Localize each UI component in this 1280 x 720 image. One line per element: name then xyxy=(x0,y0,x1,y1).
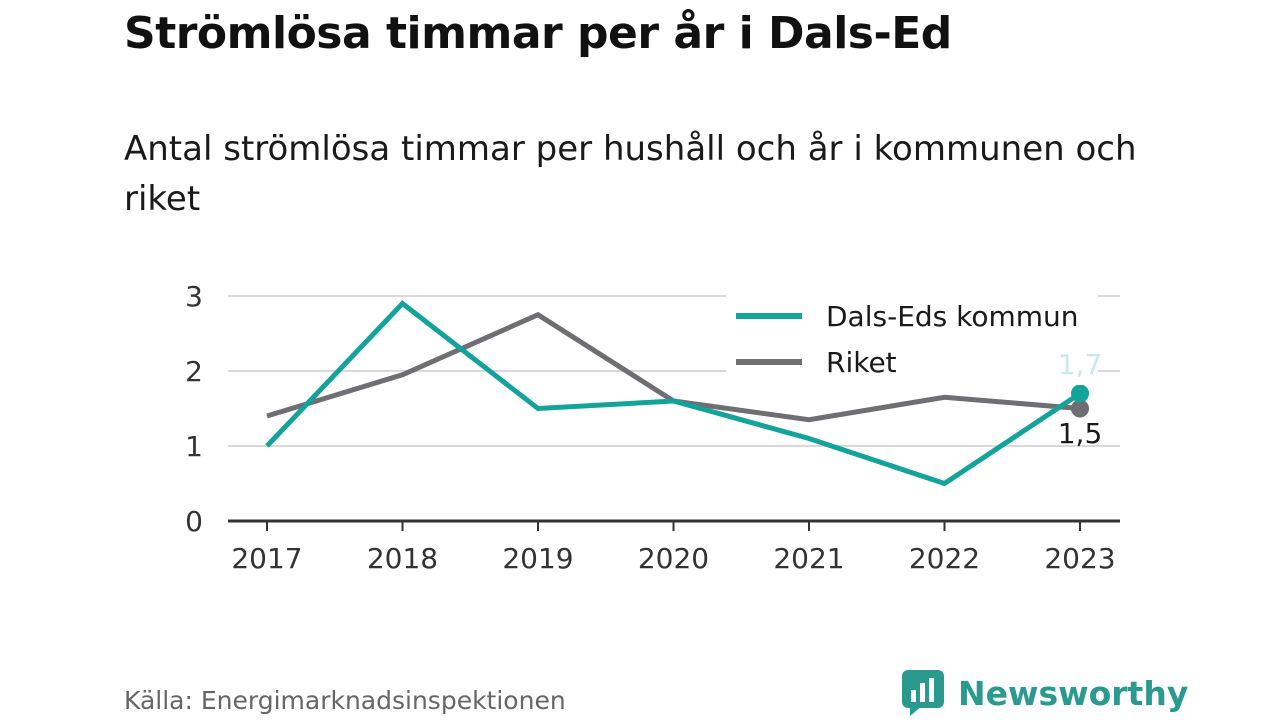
y-tick-label: 0 xyxy=(185,505,203,538)
y-tick-label: 1 xyxy=(185,430,203,463)
end-label-riket: 1,5 xyxy=(1058,417,1103,450)
legend-label: Dals-Eds kommun xyxy=(826,300,1079,333)
x-tick-label: 2018 xyxy=(367,542,438,575)
legend: Dals-Eds kommun Riket xyxy=(726,293,1098,385)
newsworthy-logo: Newsworthy xyxy=(902,670,1188,716)
x-tick-label: 2023 xyxy=(1044,542,1115,575)
end-label-dals-eds: 1,7 xyxy=(1058,348,1103,381)
x-tick-label: 2017 xyxy=(231,542,302,575)
y-tick-label: 3 xyxy=(185,280,203,313)
legend-background xyxy=(726,293,1098,385)
chart-title: Strömlösa timmar per år i Dals-Ed xyxy=(124,8,952,59)
newsworthy-logo-text: Newsworthy xyxy=(958,673,1189,713)
y-tick-label: 2 xyxy=(185,355,203,388)
newsworthy-logo-icon xyxy=(902,670,944,716)
source-note: Källa: Energimarknadsinspektionen xyxy=(124,686,566,715)
x-tick-label: 2020 xyxy=(638,542,709,575)
x-tick-label: 2019 xyxy=(502,542,573,575)
series-line-dals-eds-kommun xyxy=(265,300,1082,487)
x-tick-label: 2021 xyxy=(773,542,844,575)
x-tick-label: 2022 xyxy=(909,542,980,575)
chart-subtitle: Antal strömlösa timmar per hushåll och å… xyxy=(124,129,1137,219)
axis-layer: 0 1 2 3 2017 2018 2019 2020 2021 2022 2023 xyxy=(185,280,1120,575)
series-end-point xyxy=(1071,384,1089,403)
end-labels: 1,7 1,5 xyxy=(1058,348,1103,450)
series-layer xyxy=(265,300,1089,487)
series-end-point xyxy=(1071,399,1089,418)
legend-label: Riket xyxy=(826,346,897,379)
